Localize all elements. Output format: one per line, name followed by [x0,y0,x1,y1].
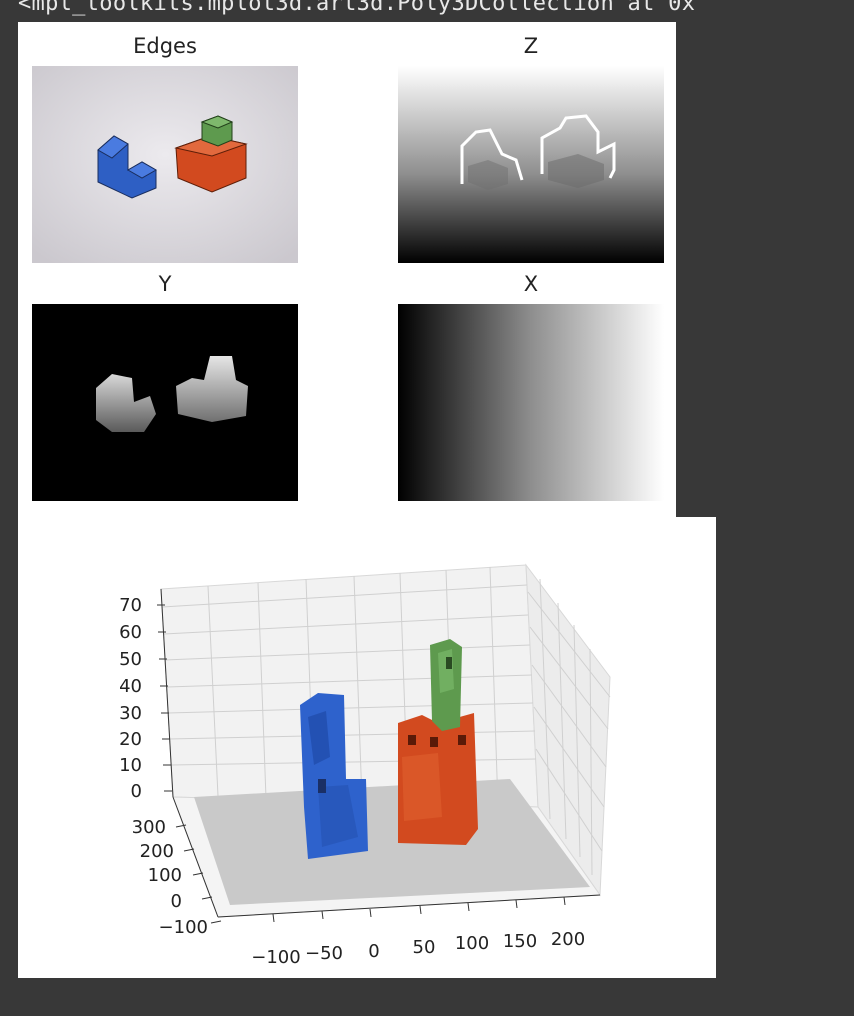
y-tick-label: −100 [159,917,208,938]
z-tick-label: 40 [119,676,142,697]
blue-block-3d [300,693,368,859]
green-block [200,115,234,147]
z-tick-label: 60 [119,622,142,643]
blue-block [97,135,158,199]
panel-title-y: Y [158,272,172,296]
z-tick-label: 0 [131,781,142,802]
x-tick-label: 100 [455,933,489,954]
z-depth-image [398,66,664,263]
z-tick-label: 70 [119,595,142,616]
3d-axes: 70 60 50 40 30 20 10 0 300 200 100 0 −10… [119,563,611,968]
y-tick-label: 200 [140,841,174,862]
panel-title-x: X [523,272,539,296]
x-tick-label: 50 [413,937,436,958]
orange-block-3d [398,713,478,845]
x-tick-label: −50 [305,943,343,964]
x-tick-label: −100 [251,947,300,968]
y-image [32,304,298,501]
green-block-3d [430,639,462,731]
panel-title-edges: Edges [133,34,197,58]
y-tick-label: 100 [148,865,182,886]
panel-title-z: Z [523,34,539,58]
y-tick-label: 300 [132,817,166,838]
edges-image [32,66,298,263]
x-tick-label: 150 [503,931,537,952]
z-tick-label: 50 [119,649,142,670]
z-tick-label: 20 [119,729,142,750]
3d-plot-figure: 70 60 50 40 30 20 10 0 300 200 100 0 −10… [18,517,716,978]
x-image [398,304,664,501]
image-grid-figure: Edges Z Y X [18,22,676,517]
y-tick-label: 0 [171,891,182,912]
x-tick-label: 200 [551,929,585,950]
output-repr-text: <mpl_toolkits.mplot3d.art3d.Poly3DCollec… [18,0,696,16]
z-tick-label: 30 [119,703,142,724]
x-tick-label: 0 [368,941,379,962]
z-tick-label: 10 [119,755,142,776]
